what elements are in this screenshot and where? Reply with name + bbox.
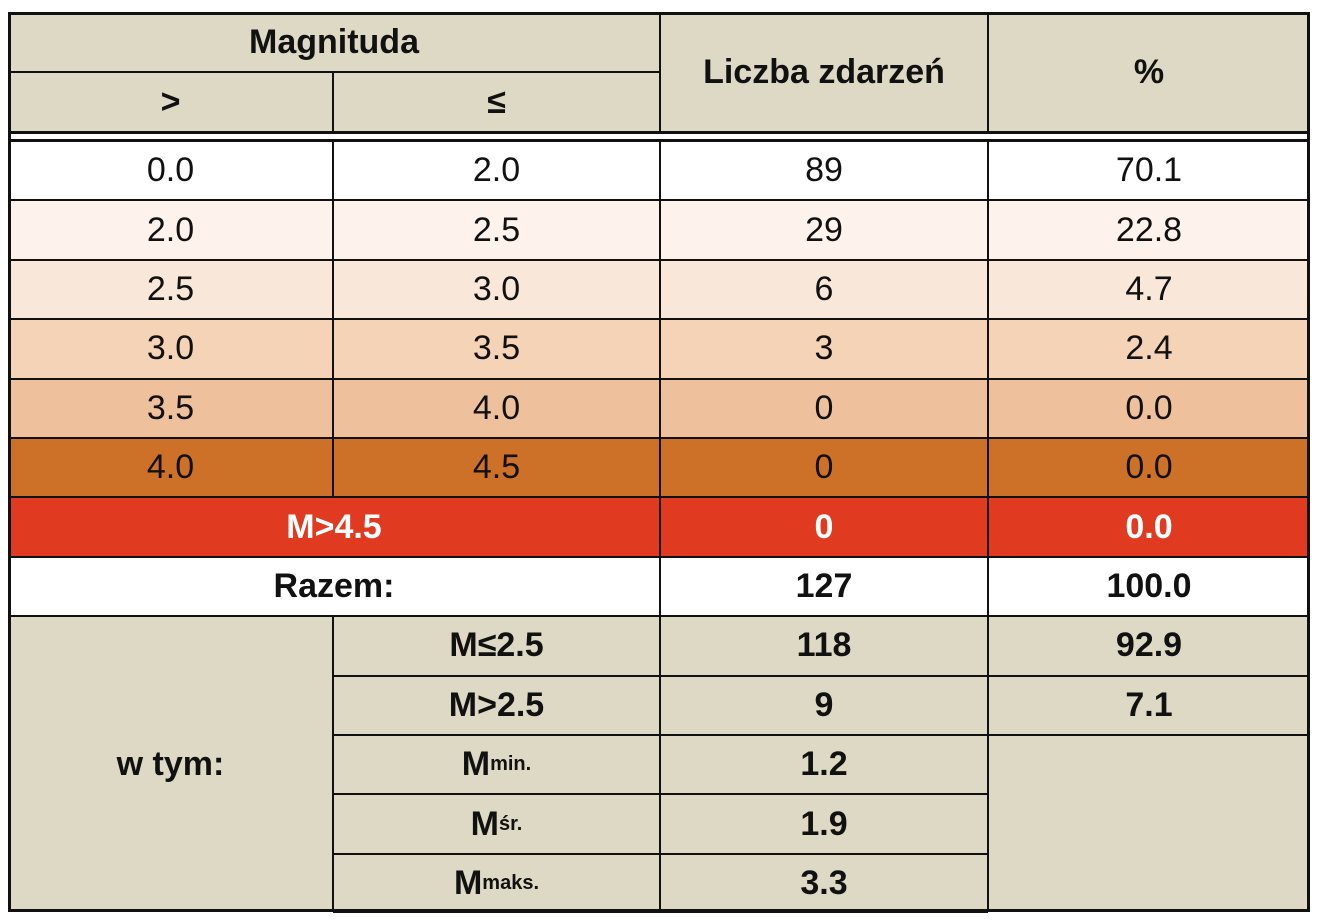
header-cell: Liczba zdarzeń [660,12,988,132]
summary-percent: 7.1 [988,675,1310,735]
data-cell: 2.0 [333,141,660,201]
data-cell: 3.5 [8,378,333,438]
data-cell: 0.0 [988,438,1310,498]
data-cell: 4.5 [333,438,660,498]
header-cell: Magnituda [8,12,660,72]
data-cell: 4.7 [988,259,1310,320]
label: M [453,863,483,902]
extreme-cell: 0 [660,497,988,557]
data-cell: 29 [660,200,988,260]
header-cell: ≤ [333,72,660,132]
extreme-cell: M>4.5 [8,497,660,557]
summary-row-label: M≤2.5 [333,616,660,676]
summary-percent: 92.9 [988,616,1310,676]
summary-label: w tym: [8,616,333,912]
subscript: maks. [482,871,540,894]
data-cell: 2.5 [333,200,660,260]
label: M≤2.5 [449,626,544,665]
data-cell: 0 [660,378,988,438]
summary-count: 118 [660,616,988,676]
double-rule [8,132,1310,141]
data-cell: 2.5 [8,259,333,320]
data-cell: 0 [660,438,988,498]
data-cell: 4.0 [333,378,660,438]
data-cell: 2.4 [988,319,1310,379]
summary-count: 9 [660,675,988,735]
summary-count: 1.2 [660,735,988,795]
data-cell: 2.0 [8,200,333,260]
data-cell: 70.1 [988,141,1310,201]
summary-row-label: M>2.5 [333,675,660,735]
extreme-cell: 0.0 [988,497,1310,557]
total-cell: Razem: [8,556,660,617]
data-cell: 0.0 [988,378,1310,438]
total-cell: 100.0 [988,556,1310,617]
header-cell: > [8,72,333,132]
total-cell: 127 [660,556,988,617]
summary-count: 3.3 [660,853,988,914]
subscript: min. [490,753,532,776]
data-cell: 3.0 [8,319,333,379]
data-cell: 3.5 [333,319,660,379]
label: M>2.5 [448,685,545,724]
data-cell: 89 [660,141,988,201]
empty-cell [988,735,1310,912]
data-cell: 3.0 [333,259,660,320]
data-cell: 0.0 [8,141,333,201]
header-cell: % [988,12,1310,132]
subscript: śr. [498,812,523,835]
data-cell: 22.8 [988,200,1310,260]
label: M [470,804,499,843]
label: M [461,745,491,784]
data-cell: 3 [660,319,988,379]
summary-count: 1.9 [660,794,988,854]
data-cell: 6 [660,259,988,320]
data-cell: 4.0 [8,438,333,498]
